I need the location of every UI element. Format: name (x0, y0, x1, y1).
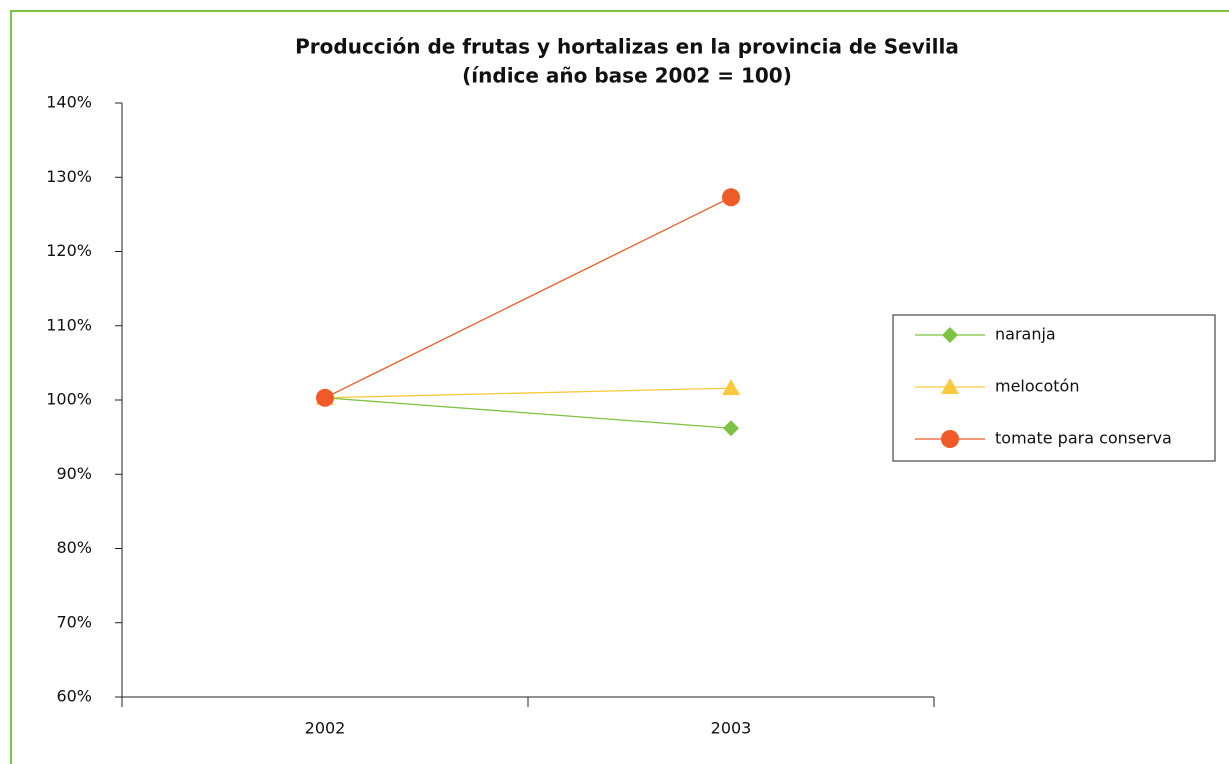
y-tick-label: 80% (56, 538, 92, 557)
series-marker (723, 420, 739, 437)
legend-label: tomate para conserva (995, 429, 1172, 448)
series-marker (722, 379, 740, 396)
series-marker (316, 388, 334, 407)
legend-marker (942, 327, 958, 343)
y-tick-label: 100% (46, 390, 92, 409)
series-marker (722, 188, 740, 207)
chart-title: Producción de frutas y hortalizas en la … (295, 35, 959, 59)
series-line (324, 196, 732, 399)
legend-marker (941, 378, 959, 394)
y-tick-label: 70% (56, 612, 92, 631)
y-tick-label: 120% (46, 241, 92, 260)
y-tick-label: 140% (46, 93, 92, 112)
legend-marker (941, 430, 959, 448)
chart-subtitle: (índice año base 2002 = 100) (462, 64, 792, 88)
legend-label: melocotón (995, 377, 1079, 396)
series-line (324, 387, 732, 399)
legend-label: naranja (995, 325, 1056, 344)
x-tick-label: 2003 (711, 719, 752, 738)
y-tick-label: 130% (46, 167, 92, 186)
frame (10, 10, 1229, 764)
x-tick-label: 2002 (305, 719, 346, 738)
y-tick-label: 90% (56, 464, 92, 483)
series-line (324, 397, 732, 429)
y-tick-label: 110% (46, 315, 92, 334)
y-tick-label: 60% (56, 687, 92, 706)
